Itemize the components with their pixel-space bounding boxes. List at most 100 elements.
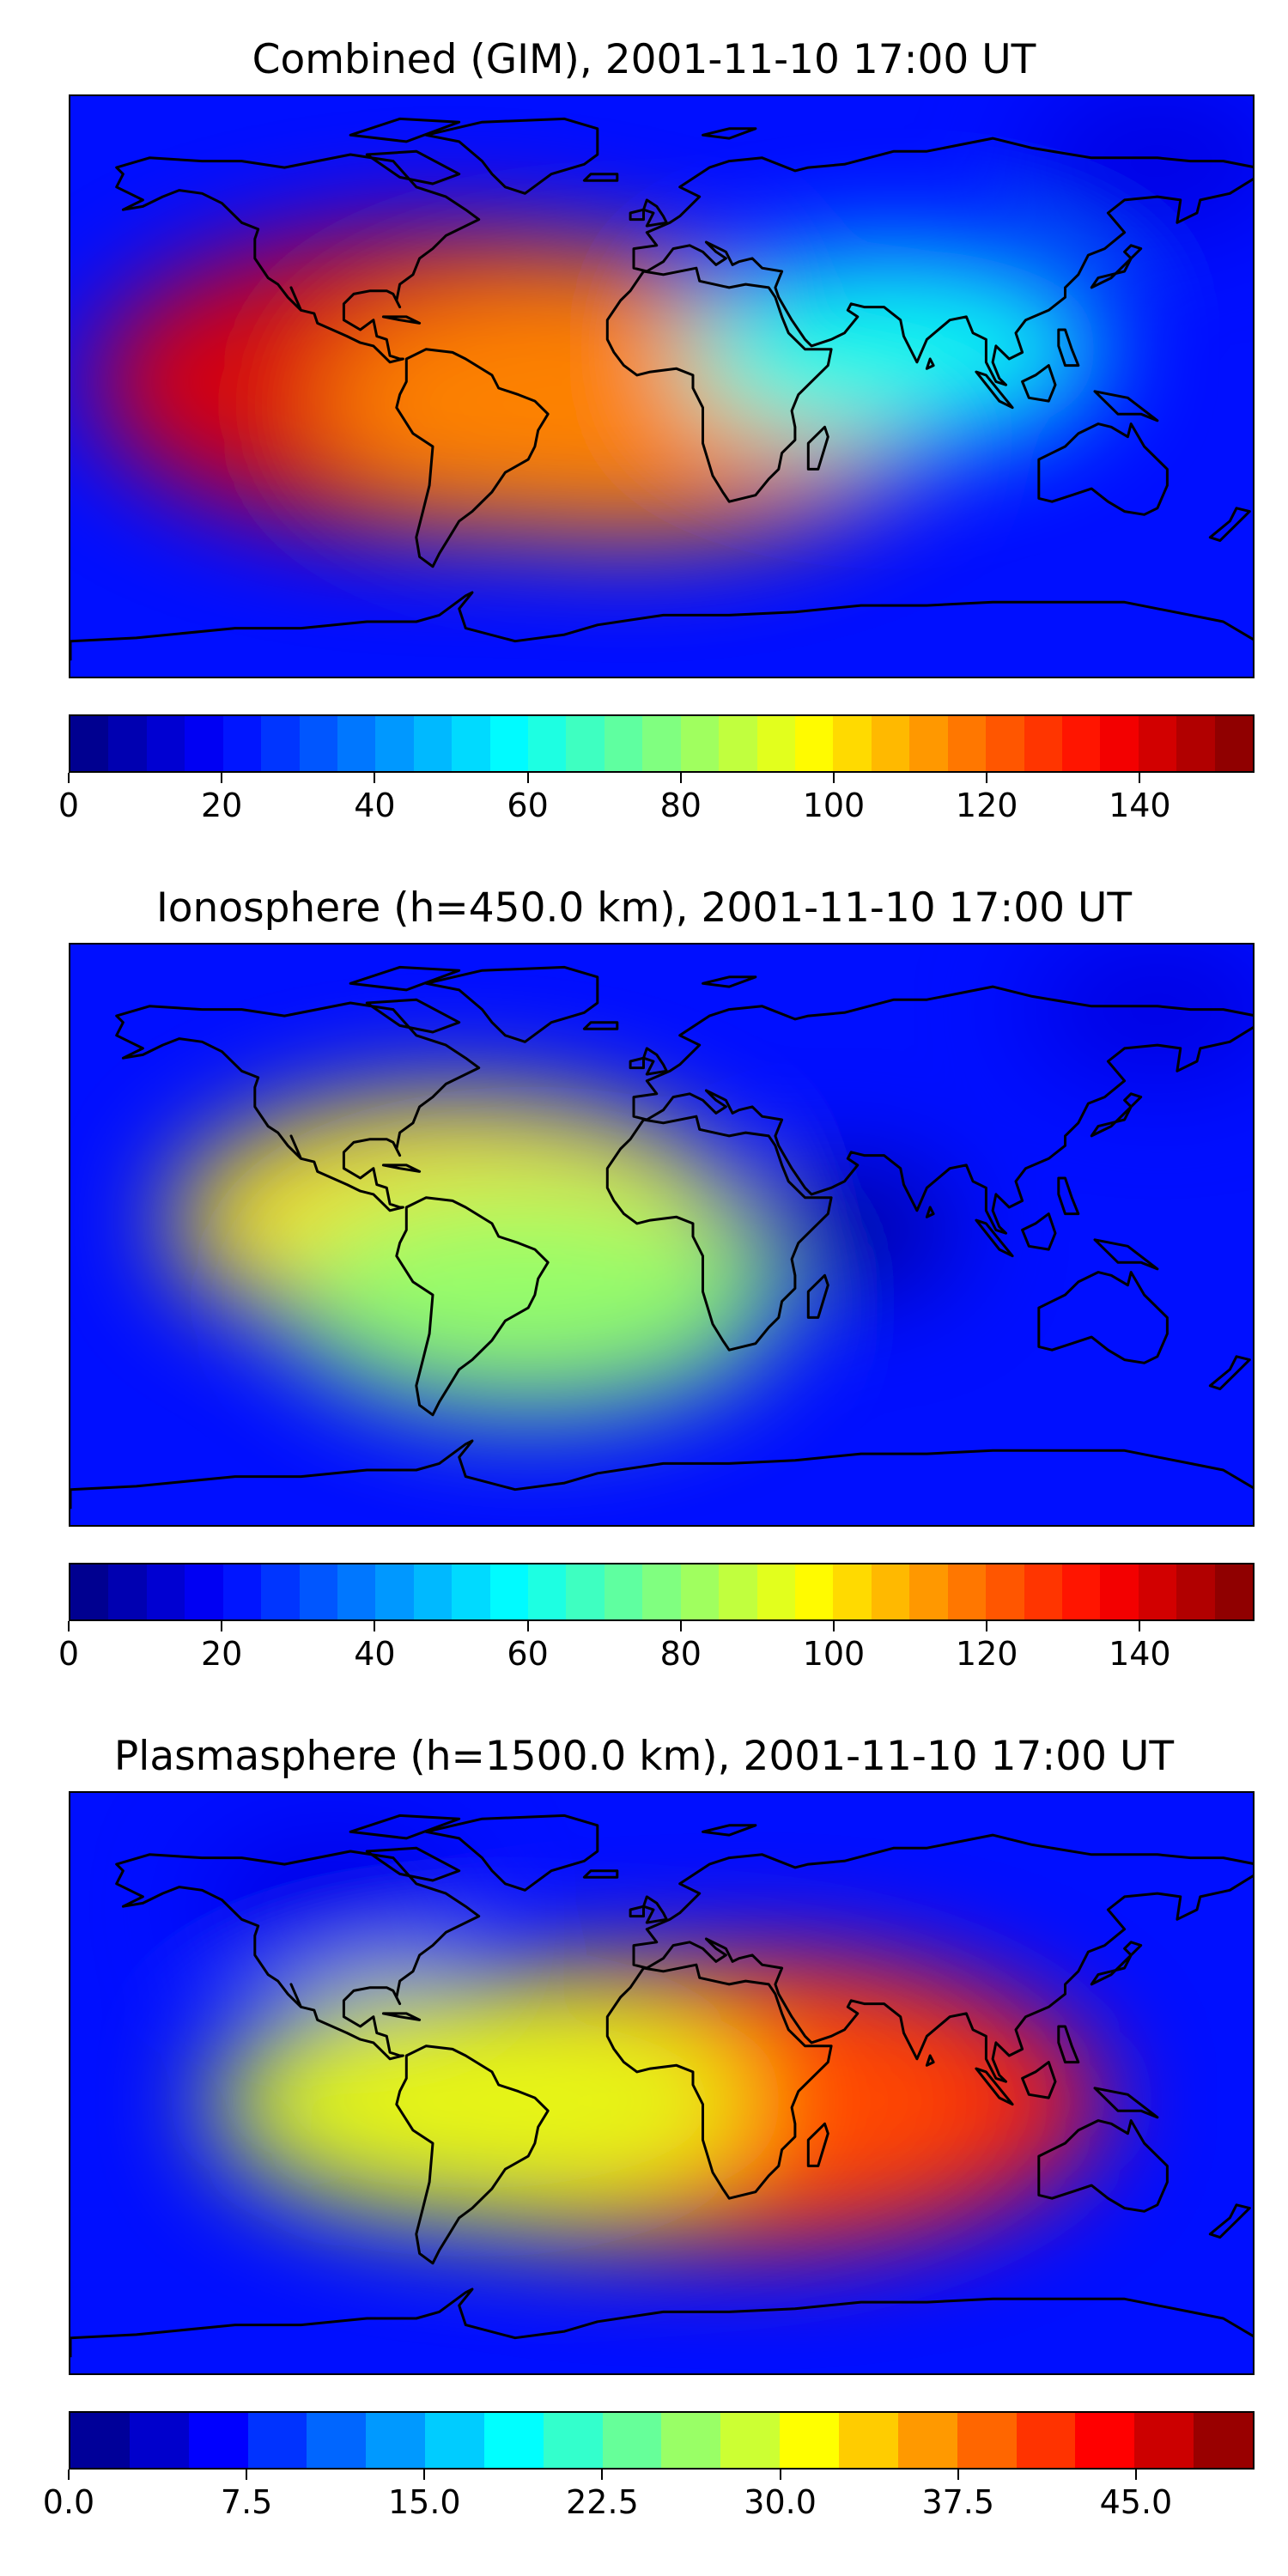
- colorbar-segment: [909, 1564, 948, 1619]
- colorbar-segment: [489, 716, 529, 771]
- colorbar-ticks-combined: 0 20 40 60 80 100 120 140: [58, 773, 1255, 824]
- map-combined: [69, 94, 1255, 678]
- island-newzealand: [1208, 2203, 1251, 2239]
- colorbar-segment: [795, 716, 834, 771]
- island-borneo: [1021, 1212, 1057, 1251]
- island-svalbard: [702, 1824, 757, 1837]
- colorbar-tick: [374, 1621, 376, 1631]
- colorbar-tick: [986, 1621, 988, 1631]
- coast-africa: [605, 1115, 833, 1352]
- island-newzealand: [1208, 1355, 1251, 1391]
- colorbar-segment: [337, 1564, 376, 1619]
- island-ireland: [629, 1056, 645, 1070]
- island-philippines: [1057, 328, 1080, 368]
- coast-australia: [1037, 2119, 1169, 2213]
- colorbar-segment: [1134, 2413, 1194, 2468]
- colorbar-tick: [221, 773, 223, 783]
- map-plasmasphere: [69, 1791, 1255, 2375]
- colorbar-tick: [221, 1621, 223, 1631]
- colorbar-segment: [261, 1564, 300, 1619]
- island-srilanka: [925, 357, 935, 370]
- colorbar-tick: [957, 2470, 959, 2480]
- field-layer: [202, 1836, 1103, 2248]
- colorbar-tick-label: 40: [354, 787, 396, 824]
- colorbar-tick: [779, 2470, 781, 2480]
- island-cuba: [381, 2012, 422, 2021]
- coast-australia: [1037, 1271, 1169, 1364]
- colorbar-ticks-plasmasphere: 0.0 7.5 15.0 22.5 30.0 37.5 45.0: [43, 2470, 1255, 2521]
- island-iceland: [582, 1869, 619, 1879]
- coast-antarctica: [70, 591, 1253, 661]
- colorbar-tick-label: 37.5: [921, 2483, 995, 2521]
- island-cuba: [381, 315, 422, 325]
- colorbar-tick-label: 0: [58, 787, 80, 824]
- colorbar-segment: [299, 1564, 337, 1619]
- colorbar-segment: [452, 1564, 490, 1619]
- colorbar-tick: [526, 773, 529, 783]
- coast-eurasia: [632, 137, 1253, 386]
- colorbar-segment: [957, 2413, 1017, 2468]
- colorbar-segment: [1075, 2413, 1135, 2468]
- island-borneo: [1021, 2061, 1057, 2099]
- island-japan: [1090, 1941, 1143, 1986]
- colorbar-tick-label: 20: [201, 1635, 243, 1673]
- colorbar-segment: [1176, 1564, 1215, 1619]
- colorbar-ticks-ionosphere: 0 20 40 60 80 100 120 140: [58, 1621, 1255, 1673]
- island-baffin: [365, 998, 461, 1034]
- colorbar-tick: [68, 1621, 70, 1631]
- colorbar-segment: [1024, 1564, 1062, 1619]
- colorbar-segment: [129, 2413, 189, 2468]
- colorbar-segment: [986, 1564, 1024, 1619]
- colorbar-segment: [756, 716, 796, 771]
- colorbar-combined: [69, 714, 1255, 773]
- colorbar-segment: [871, 1564, 910, 1619]
- colorbar-segment: [70, 2413, 130, 2468]
- colorbar-segment: [947, 1564, 987, 1619]
- colorbar-tick-label: 7.5: [220, 2483, 273, 2521]
- colorbar-tick: [1134, 2470, 1137, 2480]
- colorbar-tick-label: 100: [802, 787, 866, 824]
- colorbar-segment: [795, 1564, 834, 1619]
- colorbar-segment: [108, 1564, 147, 1619]
- colorbar-segment: [680, 716, 720, 771]
- colorbar-tick-label: 45.0: [1099, 2483, 1173, 2521]
- colorbar-segment: [680, 1564, 720, 1619]
- coast-eurasia: [632, 1833, 1253, 2083]
- field-feature-2: [209, 1978, 756, 2223]
- coastlines: [70, 1814, 1253, 2358]
- colorbar-segment: [947, 716, 987, 771]
- colorbar-segment: [566, 1564, 605, 1619]
- island-britain: [642, 198, 668, 228]
- colorbar-segment: [1176, 716, 1215, 771]
- colorbar-segment: [642, 716, 681, 771]
- island-sumatra: [975, 370, 1014, 410]
- island-japan: [1090, 244, 1143, 289]
- colorbar-plasmasphere: [69, 2411, 1255, 2470]
- colorbar-tick: [68, 773, 70, 783]
- colorbar-segment: [1061, 716, 1101, 771]
- colorbar-tick: [68, 2470, 70, 2480]
- colorbar-segment: [299, 716, 337, 771]
- island-madagascar: [806, 2122, 829, 2167]
- island-iceland: [582, 173, 619, 182]
- colorbar-segment: [833, 1564, 872, 1619]
- coast-africa: [605, 1963, 833, 2200]
- colorbar-tick-label: 100: [802, 1635, 866, 1673]
- island-ellesmere: [349, 1814, 461, 1840]
- colorbar-segment: [528, 1564, 567, 1619]
- field-feature-2: [732, 1166, 957, 1294]
- coast-south-america: [395, 1196, 550, 1417]
- colorbar-segment: [780, 2413, 839, 2468]
- colorbar-segment: [1138, 716, 1177, 771]
- field-feature-3: [1027, 96, 1253, 232]
- field-feature-2: [681, 249, 1107, 450]
- island-svalbard: [702, 975, 757, 988]
- colorbar-segment: [146, 1564, 185, 1619]
- island-newzealand: [1208, 507, 1251, 543]
- colorbar-segment: [543, 2413, 603, 2468]
- colorbar-segment: [1214, 1564, 1253, 1619]
- island-cuba: [381, 1163, 422, 1173]
- colorbar-tick-label: 0: [58, 1635, 80, 1673]
- island-britain: [642, 1047, 668, 1076]
- colorbar-tick-label: 120: [955, 787, 1018, 824]
